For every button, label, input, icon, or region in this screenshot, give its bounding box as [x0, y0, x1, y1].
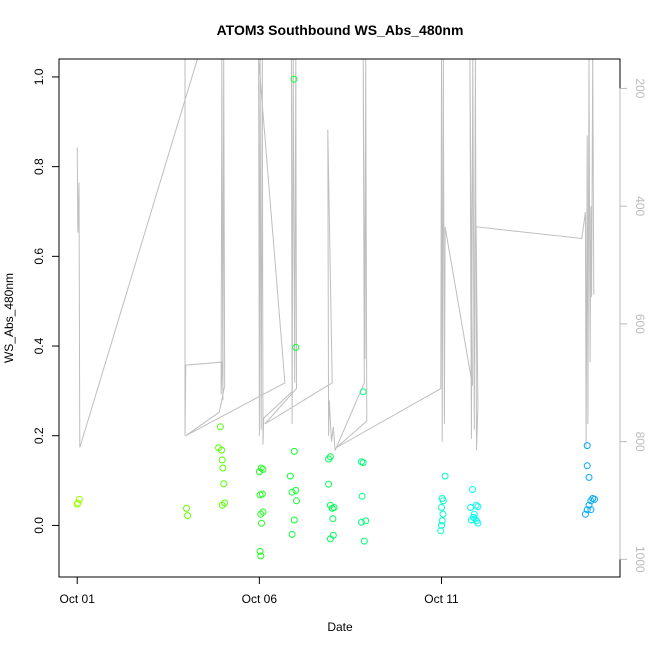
secondary-tick-label: 400 [633, 196, 647, 216]
data-point-56 [469, 486, 476, 493]
secondary-tick-label: 800 [633, 432, 647, 452]
data-point-19 [259, 508, 267, 516]
plot-frame [58, 58, 621, 578]
data-point-55 [437, 527, 445, 535]
data-point-53 [438, 517, 446, 525]
data-point-51 [438, 504, 445, 511]
data-point-71 [587, 497, 595, 505]
data-point-60 [470, 510, 478, 518]
data-point-75 [581, 510, 589, 518]
data-point-34 [325, 480, 333, 488]
data-point-45 [362, 517, 370, 525]
data-point-42 [359, 459, 367, 467]
data-point-74 [583, 506, 591, 514]
data-point-73 [587, 506, 595, 514]
secondary-tick-label: 1000 [633, 546, 647, 573]
data-point-18 [257, 510, 265, 518]
x-axis-label: Date [327, 620, 353, 634]
data-point-68 [585, 473, 593, 481]
data-point-59 [474, 503, 482, 511]
data-point-26 [293, 497, 300, 505]
y-tick-label: 0.2 [32, 427, 46, 444]
data-point-6 [216, 423, 224, 431]
data-point-10 [220, 480, 228, 488]
data-point-15 [259, 465, 267, 473]
data-point-7 [218, 446, 225, 454]
data-point-12 [218, 501, 226, 509]
data-point-8 [218, 456, 226, 464]
data-point-30 [290, 75, 298, 83]
data-point-29 [288, 530, 296, 538]
data-point-37 [330, 504, 338, 511]
x-tick-label: Oct 11 [424, 592, 459, 606]
data-point-70 [591, 495, 598, 503]
points-layer [73, 75, 598, 560]
data-point-72 [585, 501, 593, 509]
x-axis: Oct 01 Oct 06 Oct 11 [60, 576, 459, 606]
data-point-40 [326, 535, 334, 543]
data-point-32 [325, 455, 333, 463]
y-axis-label: WS_Abs_480nm [2, 273, 16, 363]
data-point-2 [75, 495, 83, 503]
secondary-line-layer [76, 58, 595, 451]
data-point-44 [357, 518, 365, 526]
secondary-series-line [76, 58, 595, 451]
data-point-24 [288, 488, 296, 496]
x-tick-label: Oct 01 [60, 592, 96, 606]
chart-title: ATOM3 Southbound WS_Abs_480nm [217, 22, 464, 38]
data-point-48 [441, 472, 449, 480]
x-tick-label: Oct 06 [242, 592, 278, 606]
data-point-9 [219, 464, 227, 472]
data-point-28 [290, 516, 298, 524]
secondary-tick-label: 200 [633, 78, 647, 98]
data-point-1 [74, 499, 82, 507]
data-point-23 [286, 472, 294, 480]
data-point-65 [474, 519, 482, 527]
y-tick-label: 0.6 [32, 248, 46, 265]
y-tick-label: 1.0 [32, 68, 46, 85]
data-point-14 [257, 464, 265, 472]
data-point-20 [258, 519, 265, 527]
data-point-17 [258, 490, 266, 498]
data-point-38 [329, 515, 337, 523]
data-point-22 [257, 552, 265, 560]
data-point-47 [359, 388, 367, 396]
y-axis: 0.0 0.2 0.4 0.6 0.8 1.0 [32, 68, 60, 534]
data-point-52 [439, 510, 447, 518]
y-tick-label: 0.0 [32, 517, 46, 534]
y-tick-label: 0.4 [32, 337, 46, 354]
data-point-4 [184, 512, 192, 520]
data-point-46 [360, 537, 368, 545]
data-point-3 [183, 504, 190, 512]
data-point-58 [472, 501, 480, 509]
data-point-25 [292, 486, 300, 494]
data-point-63 [467, 516, 475, 524]
data-point-21 [256, 547, 264, 555]
y-tick-label: 0.8 [32, 158, 46, 175]
data-point-33 [326, 453, 334, 461]
data-point-54 [438, 521, 445, 529]
data-point-66 [583, 442, 591, 450]
data-point-43 [358, 492, 366, 500]
secondary-tick-label: 600 [633, 314, 647, 334]
data-point-31 [292, 343, 300, 351]
data-point-13 [255, 468, 263, 476]
data-point-27 [290, 447, 298, 455]
data-point-50 [439, 497, 447, 505]
secondary-y-axis: 200 400 600 800 1000 [619, 78, 647, 573]
data-point-67 [583, 462, 591, 470]
